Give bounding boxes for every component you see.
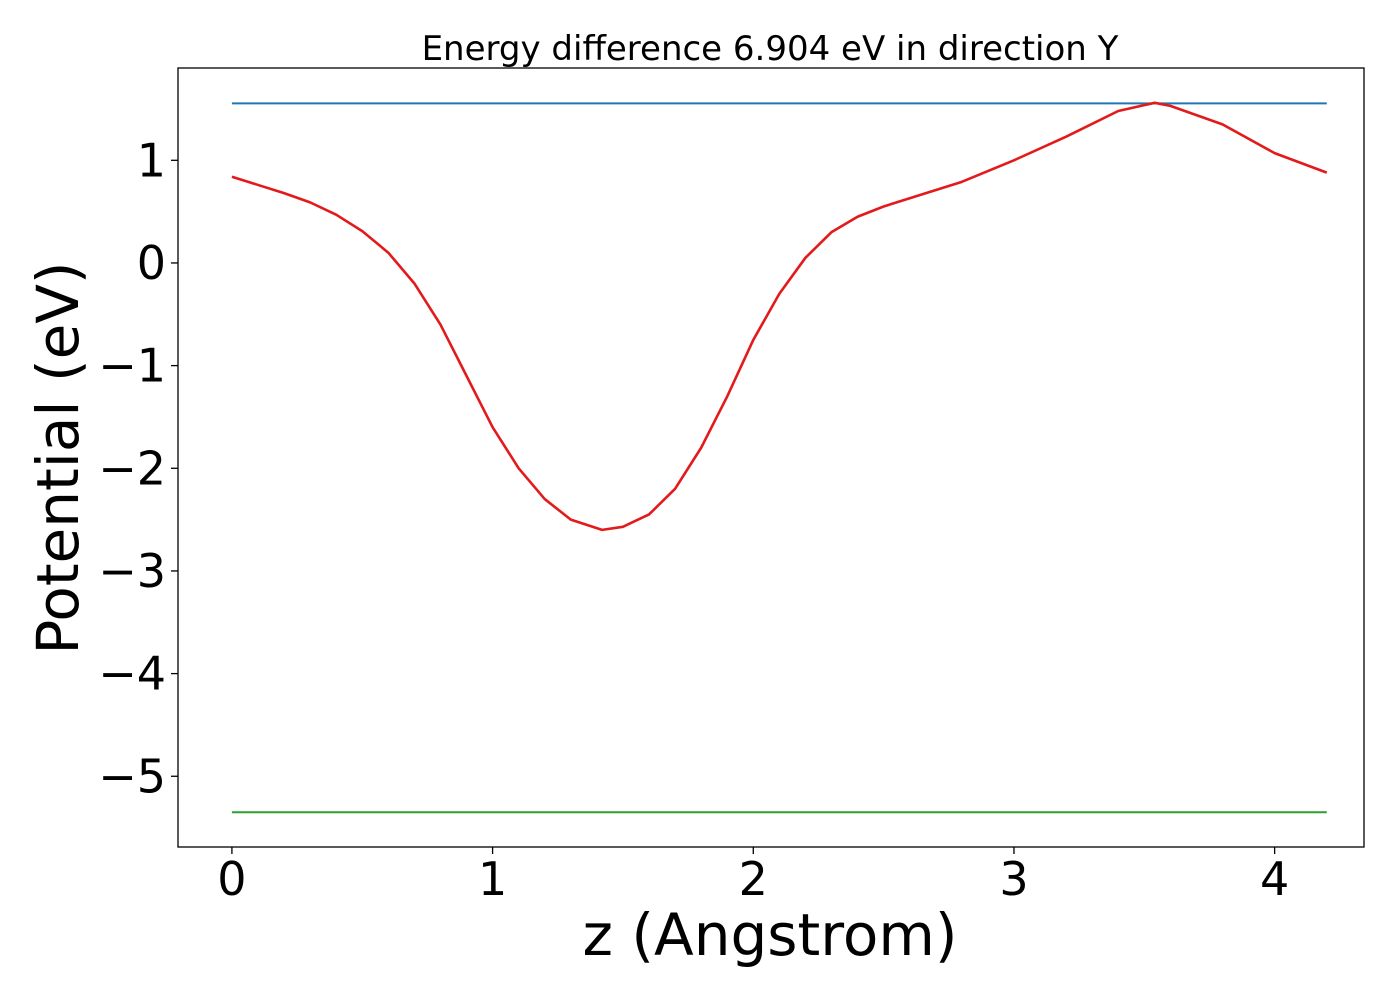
y-tick-label: 1 bbox=[137, 133, 166, 187]
plot-area-frame bbox=[177, 67, 1365, 848]
chart-title: Energy difference 6.904 eV in direction … bbox=[422, 29, 1119, 69]
y-tick-label: −1 bbox=[98, 339, 166, 393]
y-axis-label: Potential (eV) bbox=[24, 261, 92, 654]
y-tick-label: −2 bbox=[98, 441, 166, 495]
series-line-2 bbox=[231, 101, 1328, 532]
x-tick-label: 4 bbox=[1260, 852, 1289, 906]
y-tick-label: −4 bbox=[98, 647, 166, 701]
x-tick-label: 3 bbox=[999, 852, 1028, 906]
y-tick-label: 0 bbox=[137, 236, 166, 290]
x-tick-label: 1 bbox=[478, 852, 507, 906]
y-tick-label: −5 bbox=[98, 749, 166, 803]
y-axis: 1 0 −1 −2 −3 −4 −5 bbox=[98, 133, 178, 803]
x-axis-label: z (Angstrom) bbox=[583, 901, 958, 969]
y-tick-label: −3 bbox=[98, 544, 166, 598]
series-layer bbox=[231, 101, 1328, 814]
x-tick-label: 2 bbox=[739, 852, 768, 906]
x-axis: 0 1 2 3 4 bbox=[217, 847, 1289, 906]
x-tick-label: 0 bbox=[217, 852, 246, 906]
